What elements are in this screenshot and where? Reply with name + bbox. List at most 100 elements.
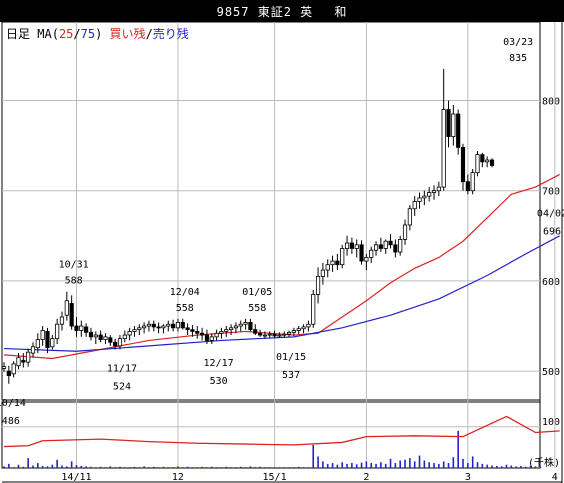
candle-body xyxy=(88,331,94,338)
candle-body xyxy=(344,242,350,249)
title-bar: 9857 東証2 英 和 xyxy=(0,0,564,22)
x-tick-label: 3 xyxy=(465,472,471,483)
legend-ma-suffix: ) xyxy=(95,27,102,41)
candle-body xyxy=(132,329,137,332)
candle-body xyxy=(219,331,224,334)
annotation-price: 558 xyxy=(248,303,266,314)
annotation-date: 10/31 xyxy=(59,260,89,271)
candle-body xyxy=(412,201,417,210)
candle-body xyxy=(84,326,89,333)
candle-body xyxy=(306,323,311,328)
candle-body xyxy=(30,346,36,354)
annotation-price: 537 xyxy=(282,370,300,381)
candle-body xyxy=(204,334,210,341)
annotation-date: 10/14 xyxy=(0,398,26,409)
candle-body xyxy=(175,322,181,329)
candle-body xyxy=(340,248,345,266)
candle-body xyxy=(142,325,147,329)
window-title: 9857 東証2 英 和 xyxy=(216,5,348,19)
candle-body xyxy=(185,327,190,331)
candle-body xyxy=(311,294,316,325)
legend-slash: / xyxy=(146,27,153,41)
ma-short-series xyxy=(3,173,560,360)
candle-body xyxy=(257,332,263,336)
candle-body xyxy=(335,260,340,266)
candle-body xyxy=(233,325,239,329)
legend-ma-prefix: MA( xyxy=(37,27,59,41)
candle-body xyxy=(127,331,132,336)
candle-body xyxy=(349,242,354,249)
candle-body xyxy=(330,260,335,266)
candle-body xyxy=(315,276,321,295)
candle-body xyxy=(485,159,490,163)
candle-body xyxy=(161,325,166,329)
candle-body xyxy=(93,334,98,338)
candle-body xyxy=(146,323,152,327)
candle-body xyxy=(11,363,16,375)
candle-body xyxy=(200,332,205,336)
candle-body xyxy=(407,208,412,226)
candle-body xyxy=(378,244,383,249)
candle-body xyxy=(359,244,364,262)
candle-body xyxy=(262,334,268,337)
candle-body xyxy=(286,331,292,335)
candle-body xyxy=(214,332,219,338)
annotation-price: 558 xyxy=(176,303,194,314)
annotation-date: 01/15 xyxy=(276,352,306,363)
candle-body xyxy=(282,333,287,336)
candle-body xyxy=(272,333,277,337)
candle-body xyxy=(45,331,50,349)
legend-ma-long: 75 xyxy=(81,27,95,41)
candle-body xyxy=(277,334,282,337)
annotation-price: 835 xyxy=(509,53,527,64)
candle-body xyxy=(451,113,456,137)
candle-body xyxy=(190,329,195,332)
candle-body xyxy=(364,257,369,262)
candle-body xyxy=(156,326,161,329)
candle-body xyxy=(122,334,127,340)
x-tick-label: 12 xyxy=(172,472,184,483)
candle-body xyxy=(224,329,229,332)
candle-body xyxy=(98,334,103,340)
candle-body xyxy=(137,327,142,331)
legend-spacer xyxy=(102,27,109,41)
candle-body xyxy=(40,330,45,340)
annotation-price: 486 xyxy=(2,416,20,427)
candle-body xyxy=(301,326,306,330)
candle-body xyxy=(325,264,330,271)
candle-body xyxy=(108,337,113,343)
candle-body xyxy=(465,181,470,192)
candle-body xyxy=(243,322,248,325)
annotation-price: 530 xyxy=(210,376,228,387)
annotation-date: 01/05 xyxy=(242,287,272,298)
volume-tick-label: 100 xyxy=(542,417,560,428)
candle-body xyxy=(79,325,84,331)
candle-body xyxy=(238,323,243,327)
annotation-price: 524 xyxy=(113,381,131,392)
candle-body xyxy=(291,330,296,333)
margin-buy-series xyxy=(3,415,560,448)
x-tick-label: 4 xyxy=(552,472,558,483)
candle-body xyxy=(228,327,234,331)
candle-body xyxy=(369,249,374,258)
candle-body xyxy=(441,109,446,188)
candle-body xyxy=(171,323,176,329)
legend-spacer xyxy=(30,27,37,41)
candle-body xyxy=(383,240,388,249)
annotation-date: 03/23 xyxy=(503,37,533,48)
candle-body xyxy=(354,244,359,249)
candle-body xyxy=(6,370,11,377)
annotation-price: 588 xyxy=(65,276,83,287)
x-tick-label: 15/1 xyxy=(263,472,287,483)
candle-body xyxy=(55,323,60,340)
candle-body xyxy=(398,239,403,253)
volume-plot-frame xyxy=(1,401,541,469)
candle-body xyxy=(26,351,31,363)
candle-body xyxy=(248,322,253,331)
candle-body xyxy=(402,224,408,240)
candle-body xyxy=(21,359,26,363)
annotation-date: 11/17 xyxy=(107,363,137,374)
candle-body xyxy=(35,339,40,349)
candle-body xyxy=(427,192,432,197)
candle-body xyxy=(69,303,74,327)
